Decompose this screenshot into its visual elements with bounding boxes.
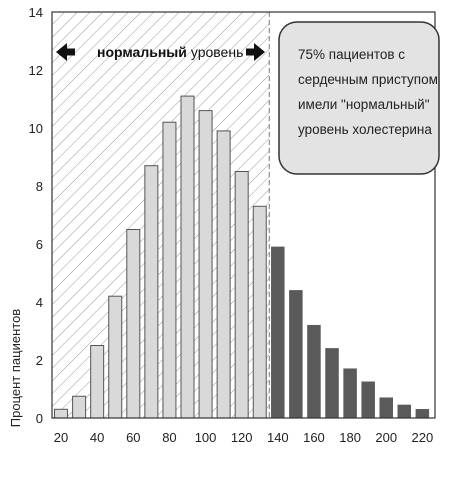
bar-190 [361,381,375,419]
callout-background [278,21,440,175]
y-tick-label: 8 [36,179,43,194]
x-tick-label: 180 [339,430,361,445]
bar-120 [234,171,249,419]
callout-line-1: 75% пациентов с [298,47,405,62]
y-tick-label: 10 [29,121,43,136]
bar-220 [415,409,430,419]
bar-140 [271,246,285,419]
callout-line-3: имели "нормальный" [298,97,430,112]
bar-210 [397,404,412,419]
y-axis-title: Процент пациентов [8,309,23,428]
callout-box: 75% пациентов с сердечным приступом имел… [278,21,440,175]
bar-20 [54,408,69,419]
normal-label-bold: нормальный [97,44,187,60]
bar-70 [144,165,159,419]
bar-40 [90,345,105,419]
y-tick-label: 12 [29,63,43,78]
bar-50 [108,295,123,419]
bar-30 [72,395,87,419]
normal-range-region [52,12,270,418]
y-tick-label: 0 [36,411,43,426]
callout-line-2: сердечным приступом [298,72,438,87]
y-tick-label: 14 [29,5,43,20]
bar-160 [307,324,321,419]
x-tick-label: 20 [54,430,68,445]
x-tick-label: 40 [90,430,104,445]
bar-110 [216,130,231,419]
bar-150 [289,290,303,419]
bars-group [54,95,430,419]
y-tick-label: 6 [36,237,43,252]
x-tick-label: 60 [126,430,140,445]
y-tick-label: 2 [36,353,43,368]
arrow-left-icon [56,43,75,61]
x-tick-label: 140 [267,430,289,445]
bar-80 [162,121,177,419]
bar-60 [126,229,141,419]
x-tick-label: 120 [231,430,253,445]
bar-180 [343,368,357,419]
x-tick-labels: 20 40 60 80 100 120 140 160 180 200 220 [54,430,433,445]
arrow-right-icon [246,43,265,61]
bar-100 [198,110,213,419]
normal-label-rest: уровень [191,44,244,60]
plot-frame [51,11,436,419]
y-tick-label: 4 [36,295,43,310]
bar-200 [379,397,393,419]
x-tick-label: 160 [303,430,325,445]
normal-range-annotation: нормальный уровень [56,43,265,61]
bar-130 [252,205,267,419]
x-tick-label: 200 [375,430,397,445]
bar-170 [325,348,339,419]
x-tick-label: 100 [195,430,217,445]
x-tick-label: 220 [412,430,434,445]
y-tick-labels: 0 2 4 6 8 10 12 14 [29,5,43,426]
bar-90 [180,95,195,419]
callout-line-4: уровень холестерина [298,122,432,137]
x-tick-label: 80 [162,430,176,445]
